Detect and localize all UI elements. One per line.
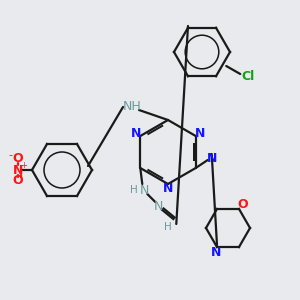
Text: O: O <box>238 198 248 212</box>
Text: N: N <box>211 246 221 259</box>
Text: N: N <box>163 182 173 196</box>
Text: H: H <box>130 185 138 195</box>
Text: O: O <box>13 175 23 188</box>
Text: H: H <box>164 222 172 232</box>
Text: N: N <box>154 200 163 212</box>
Text: -: - <box>8 150 12 160</box>
Text: N: N <box>140 184 149 196</box>
Text: O: O <box>13 152 23 166</box>
Text: Cl: Cl <box>242 70 255 83</box>
Text: N: N <box>131 127 141 140</box>
Text: +: + <box>21 160 27 169</box>
Text: N: N <box>13 164 23 176</box>
Text: N: N <box>195 127 205 140</box>
Text: N: N <box>206 152 217 164</box>
Text: NH: NH <box>123 100 141 112</box>
